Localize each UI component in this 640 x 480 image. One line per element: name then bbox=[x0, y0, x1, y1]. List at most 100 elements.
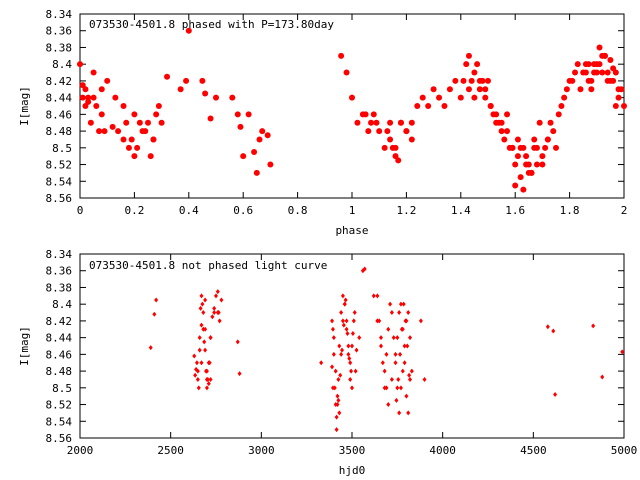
data-point bbox=[131, 153, 138, 160]
y-axis-label: I[mag] bbox=[18, 86, 31, 126]
data-point bbox=[93, 103, 100, 109]
data-point bbox=[377, 318, 382, 324]
data-point bbox=[389, 310, 394, 316]
data-point bbox=[346, 343, 351, 349]
data-point bbox=[577, 86, 584, 93]
data-point bbox=[199, 77, 206, 84]
data-point bbox=[85, 94, 92, 101]
x-tick-label: 4000 bbox=[429, 444, 456, 457]
x-ticks: 2000 2500 3000 3500 4000 4500 5000 bbox=[67, 254, 638, 457]
data-point bbox=[523, 153, 530, 160]
data-point bbox=[229, 94, 236, 101]
x-tick-label: 0.6 bbox=[233, 204, 253, 217]
data-point bbox=[436, 94, 443, 101]
data-point bbox=[446, 86, 453, 93]
data-point bbox=[553, 392, 558, 398]
data-point bbox=[471, 94, 478, 101]
data-point bbox=[463, 61, 470, 68]
data-point bbox=[334, 414, 339, 420]
data-point bbox=[339, 351, 344, 357]
data-point bbox=[596, 61, 603, 68]
data-point bbox=[195, 368, 200, 374]
data-point bbox=[200, 301, 205, 307]
data-point bbox=[468, 77, 475, 84]
data-point bbox=[531, 136, 538, 143]
data-point bbox=[362, 111, 369, 118]
data-point bbox=[561, 94, 568, 101]
data-point bbox=[350, 343, 354, 349]
data-point bbox=[109, 123, 116, 130]
data-point bbox=[153, 111, 160, 118]
data-point bbox=[465, 86, 472, 93]
data-point bbox=[574, 61, 581, 68]
x-tick-label: 0 bbox=[77, 204, 84, 217]
y-tick-label: 8.38 bbox=[46, 41, 73, 54]
data-point bbox=[77, 61, 83, 68]
y-tick-label: 8.46 bbox=[46, 108, 73, 121]
data-point bbox=[501, 136, 508, 143]
data-point bbox=[237, 371, 242, 377]
unphased-light-curve-panel: 073530-4501.8 not phased light curve I[m… bbox=[18, 248, 637, 477]
y-tick-label: 8.4 bbox=[52, 58, 72, 71]
data-point bbox=[259, 128, 266, 135]
data-point bbox=[214, 293, 218, 299]
chart-title: 073530-4501.8 not phased light curve bbox=[89, 259, 327, 272]
y-tick-label: 8.52 bbox=[46, 159, 73, 172]
data-point bbox=[353, 368, 358, 374]
x-tick-label: 1.4 bbox=[451, 204, 471, 217]
data-point bbox=[331, 351, 336, 357]
data-point bbox=[337, 343, 342, 349]
data-point bbox=[531, 144, 538, 151]
data-point bbox=[213, 94, 219, 101]
data-point bbox=[199, 360, 204, 366]
data-point bbox=[198, 305, 203, 311]
data-point bbox=[408, 335, 413, 341]
data-point bbox=[120, 103, 127, 109]
x-tick-label: 0.4 bbox=[179, 204, 199, 217]
data-point bbox=[544, 136, 551, 143]
data-point bbox=[207, 115, 214, 122]
data-point bbox=[87, 119, 94, 126]
data-point bbox=[342, 301, 347, 307]
data-point bbox=[338, 52, 345, 59]
chart-title: 073530-4501.8 phased with P=173.80day bbox=[89, 18, 334, 31]
data-point bbox=[615, 86, 622, 93]
data-point bbox=[131, 111, 138, 118]
data-point bbox=[387, 119, 394, 126]
data-point bbox=[396, 376, 401, 382]
data-point bbox=[147, 153, 154, 160]
data-point bbox=[395, 157, 402, 164]
x-tick-label: 5000 bbox=[611, 444, 638, 457]
data-point bbox=[375, 293, 380, 299]
data-point bbox=[235, 339, 240, 345]
x-tick-label: 4500 bbox=[520, 444, 547, 457]
data-point bbox=[199, 322, 204, 328]
data-point bbox=[210, 314, 215, 320]
data-point bbox=[591, 61, 598, 68]
data-point bbox=[591, 323, 596, 329]
data-point bbox=[177, 86, 184, 93]
y-tick-label: 8.34 bbox=[46, 8, 73, 21]
data-point bbox=[334, 427, 339, 433]
data-point bbox=[517, 174, 524, 181]
data-point bbox=[201, 310, 206, 316]
data-point bbox=[204, 385, 209, 391]
data-point bbox=[330, 385, 335, 391]
data-point bbox=[344, 318, 349, 324]
data-point bbox=[471, 69, 478, 76]
data-point bbox=[340, 318, 345, 324]
data-point bbox=[376, 128, 383, 135]
data-point bbox=[514, 136, 521, 143]
data-point bbox=[125, 144, 132, 151]
data-point bbox=[612, 69, 619, 76]
data-point bbox=[349, 94, 355, 101]
data-point bbox=[245, 111, 252, 118]
data-point bbox=[381, 144, 388, 151]
data-point bbox=[397, 310, 402, 316]
data-point bbox=[193, 372, 198, 378]
data-point bbox=[601, 52, 608, 59]
data-point bbox=[215, 289, 220, 295]
data-point bbox=[572, 69, 579, 76]
data-point bbox=[476, 86, 483, 93]
data-point bbox=[120, 136, 127, 143]
